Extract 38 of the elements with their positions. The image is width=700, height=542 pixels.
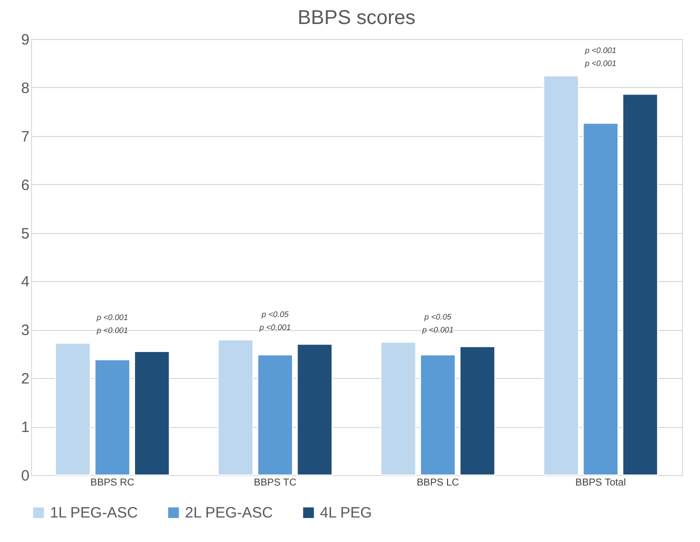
- bar: [543, 75, 579, 476]
- y-tick-label: 9: [21, 32, 30, 48]
- y-tick-label: 2: [21, 370, 30, 388]
- annotation: p <0.05: [260, 310, 290, 319]
- annotation: p <0.001: [96, 313, 128, 322]
- bar: [218, 339, 254, 476]
- bar: [296, 344, 333, 476]
- y-tick-label: 0: [21, 468, 30, 484]
- bar: [94, 359, 130, 476]
- legend-label: 2L PEG-ASC: [185, 504, 273, 522]
- bar: [257, 354, 294, 476]
- y-tick-label: 3: [21, 322, 30, 340]
- y-tick-label: 1: [21, 419, 30, 436]
- annotation: p <0.001: [421, 325, 454, 334]
- bar: [134, 350, 170, 476]
- bar: [582, 122, 619, 476]
- annotation: p <0.001: [584, 58, 616, 68]
- x-tick-label: BBPS LC: [416, 478, 459, 488]
- bar: [380, 342, 416, 476]
- legend-label: 4L PEG: [320, 504, 372, 522]
- bar: [54, 342, 91, 476]
- annotation: p <0.001: [258, 322, 291, 332]
- y-tick-label: 4: [21, 274, 30, 291]
- y-tick-label: 7: [21, 128, 30, 146]
- legend-label: 1L PEG-ASC: [50, 504, 138, 522]
- x-tick-label: BBPS RC: [90, 478, 134, 488]
- y-tick-label: 5: [21, 225, 30, 242]
- annotation: p <0.001: [96, 326, 128, 336]
- y-tick-label: 8: [21, 80, 30, 97]
- chart-title: BBPS scores: [298, 7, 416, 29]
- bar: [460, 346, 496, 476]
- x-tick-label: BBPS Total: [575, 478, 626, 488]
- annotation: p <0.001: [584, 46, 616, 55]
- y-tick-label: 6: [21, 176, 30, 194]
- bar: [420, 354, 456, 476]
- annotation: p <0.05: [423, 312, 452, 322]
- x-tick-label: BBPS TC: [254, 478, 296, 488]
- bar: [622, 94, 658, 476]
